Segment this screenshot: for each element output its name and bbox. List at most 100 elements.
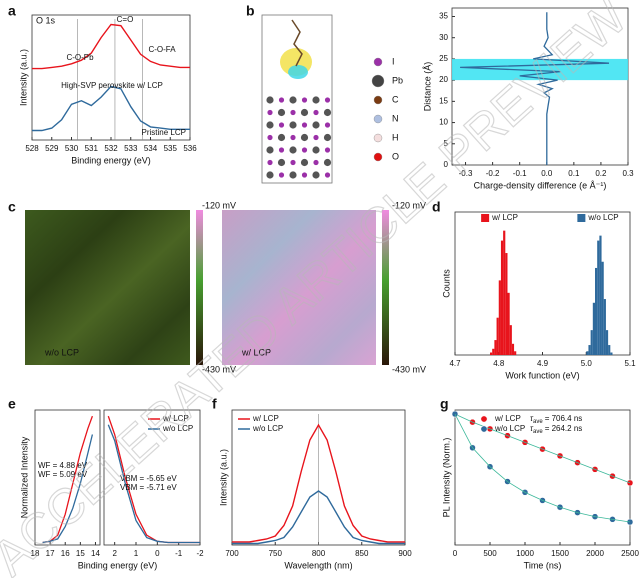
histogram-bar bbox=[514, 351, 517, 355]
colorbar-bottom-label: -430 mV bbox=[392, 364, 426, 374]
annotation: High-SVP perovskite w/ LCP bbox=[61, 81, 163, 90]
colorbar-bottom-label: -430 mV bbox=[202, 364, 236, 374]
atom bbox=[289, 96, 297, 104]
atom bbox=[278, 97, 285, 103]
annotation: C-O-Pb bbox=[66, 53, 94, 62]
atom bbox=[324, 97, 331, 103]
element-label: Pb bbox=[392, 75, 403, 85]
x-tick-label: 0 bbox=[453, 549, 458, 558]
histogram-bar bbox=[608, 345, 611, 355]
legend-marker bbox=[480, 415, 488, 423]
y-axis-label: Intensity (a.u.) bbox=[218, 449, 228, 506]
atom bbox=[312, 96, 320, 104]
atom bbox=[289, 146, 297, 154]
element-label: O bbox=[392, 151, 399, 161]
element-marker bbox=[373, 133, 383, 143]
atom bbox=[312, 121, 320, 129]
atom bbox=[289, 121, 297, 129]
x-tick-label: 532 bbox=[104, 144, 118, 153]
y-tick-label: 10 bbox=[439, 118, 448, 127]
y-axis-label: Normalized Intensity bbox=[19, 436, 29, 518]
atom bbox=[277, 158, 286, 167]
x-tick-label: 14 bbox=[91, 549, 100, 558]
x-tick-label: -0.2 bbox=[486, 169, 500, 178]
atom bbox=[290, 134, 296, 141]
atom bbox=[312, 146, 320, 154]
y-tick-label: 25 bbox=[439, 54, 448, 63]
atom bbox=[266, 121, 274, 129]
lifetime-subscript: ave bbox=[533, 429, 543, 435]
cell-outline bbox=[261, 14, 333, 184]
element-marker bbox=[373, 95, 383, 105]
x-tick-label: 850 bbox=[355, 549, 369, 558]
histogram-bar bbox=[597, 240, 600, 355]
x-tick-label: 4.8 bbox=[493, 359, 505, 368]
atom bbox=[300, 133, 309, 142]
y-tick-label: 30 bbox=[439, 33, 448, 42]
atom bbox=[313, 134, 319, 141]
annotation: WF = 5.09 eV bbox=[38, 470, 88, 479]
plot-frame bbox=[454, 409, 631, 546]
x-tick-label: 900 bbox=[398, 549, 412, 558]
x-axis-label: Wavelength (nm) bbox=[284, 560, 352, 570]
y-tick-label: 20 bbox=[439, 75, 448, 84]
legend-label: w/ LCP bbox=[162, 414, 189, 423]
map-label: w/o LCP bbox=[44, 347, 79, 357]
atom bbox=[301, 172, 308, 178]
histogram-bar bbox=[605, 330, 609, 355]
element-label: I bbox=[392, 56, 395, 66]
series-line bbox=[32, 23, 190, 70]
atom bbox=[301, 147, 308, 153]
histogram-bar bbox=[592, 302, 595, 355]
annotation: C-O-FA bbox=[148, 45, 176, 54]
histogram-bar bbox=[599, 235, 602, 355]
atom bbox=[266, 146, 274, 154]
x-tick-label: 15 bbox=[76, 549, 85, 558]
atom bbox=[313, 159, 319, 166]
legend-label: w/o LCP bbox=[587, 213, 618, 222]
data-point bbox=[626, 518, 634, 526]
histogram-bar bbox=[586, 351, 589, 355]
series-line bbox=[232, 423, 405, 543]
x-tick-label: -1 bbox=[175, 549, 183, 558]
element-marker bbox=[373, 152, 383, 162]
lifetime-symbol: τ bbox=[530, 424, 534, 433]
atom bbox=[277, 108, 286, 117]
atom bbox=[323, 133, 332, 142]
lifetime-label: τave = 706.4 ns bbox=[530, 414, 582, 424]
x-axis-label: Time (ns) bbox=[524, 560, 562, 570]
x-tick-label: 17 bbox=[46, 549, 55, 558]
panel-label: d bbox=[432, 199, 441, 215]
histogram-bar bbox=[590, 330, 593, 355]
atom bbox=[266, 171, 274, 179]
x-tick-label: -0.3 bbox=[459, 169, 473, 178]
x-tick-label: 0.1 bbox=[568, 169, 580, 178]
atom bbox=[277, 133, 286, 142]
legend-marker bbox=[480, 425, 488, 433]
element-marker bbox=[373, 114, 383, 124]
x-tick-label: 0.3 bbox=[622, 169, 634, 178]
atom bbox=[301, 122, 308, 128]
panel-label: c bbox=[8, 199, 16, 215]
x-axis-label: Binding energy (eV) bbox=[71, 155, 151, 165]
profile-line bbox=[460, 12, 610, 165]
panel-label: g bbox=[440, 396, 449, 412]
lifetime-label: τave = 264.2 ns bbox=[530, 424, 582, 434]
y-axis-label: Intensity (a.u.) bbox=[18, 49, 28, 106]
x-tick-label: 0.0 bbox=[541, 169, 553, 178]
x-tick-label: 2500 bbox=[621, 549, 639, 558]
x-tick-label: 0.2 bbox=[595, 169, 607, 178]
x-tick-label: 528 bbox=[25, 144, 39, 153]
annotation: C=O bbox=[117, 15, 134, 24]
charge-cloud bbox=[288, 65, 308, 79]
y-axis-label: Counts bbox=[441, 269, 451, 298]
y-tick-label: 15 bbox=[439, 96, 448, 105]
atom bbox=[324, 147, 331, 153]
fit-line bbox=[454, 413, 631, 523]
y-tick-label: 5 bbox=[444, 139, 449, 148]
element-marker bbox=[371, 74, 385, 88]
map-label: w/ LCP bbox=[241, 347, 271, 357]
x-tick-label: 533 bbox=[124, 144, 138, 153]
plot-frame bbox=[103, 409, 201, 546]
x-tick-label: 5.0 bbox=[581, 359, 593, 368]
